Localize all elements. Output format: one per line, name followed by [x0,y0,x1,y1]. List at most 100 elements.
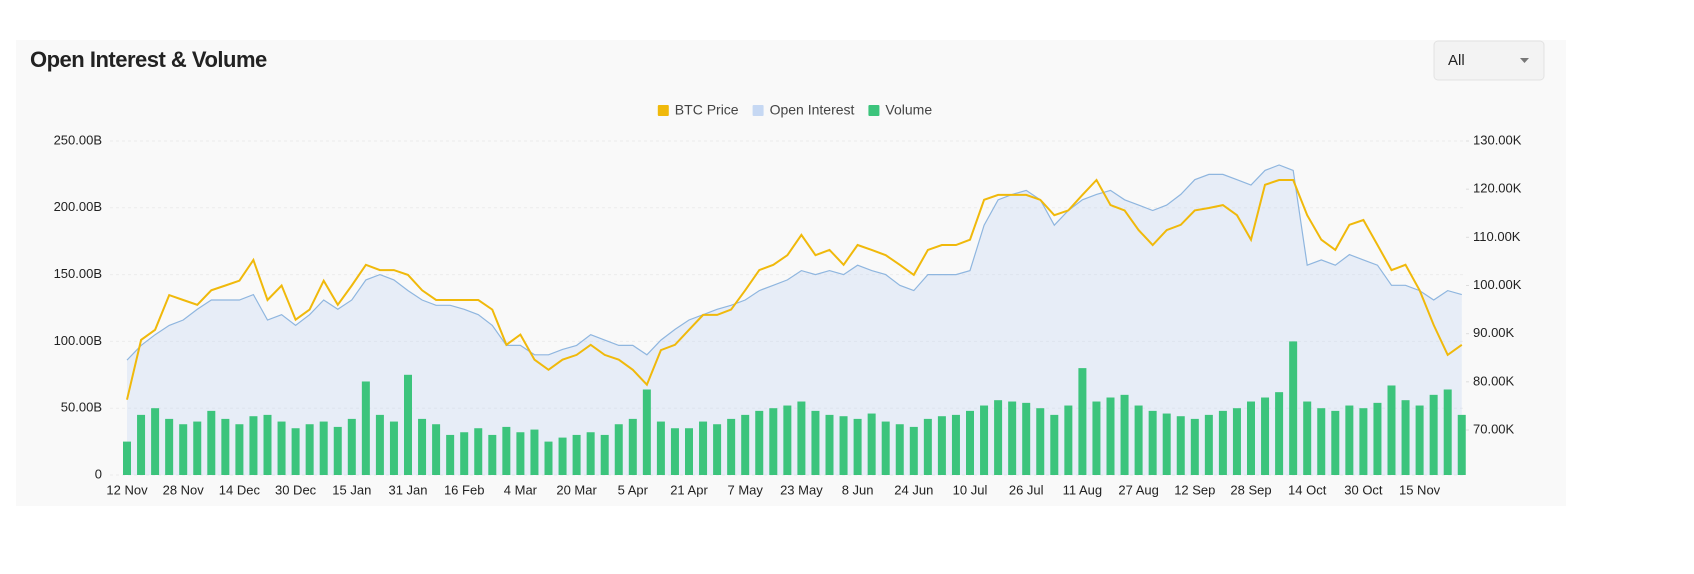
bar [1120,394,1129,475]
bar [151,408,160,475]
bar [375,414,384,475]
bar [656,421,665,475]
bar [333,426,342,475]
bar [1008,401,1017,475]
bar [1415,405,1424,475]
bar [1303,401,1312,475]
bar [1247,401,1255,475]
bar [544,441,553,475]
bar [1064,405,1073,475]
dropdown-box[interactable] [1433,40,1545,81]
x-tick-label: 16 Feb [444,482,484,497]
bar [586,432,595,475]
bar [1373,402,1382,475]
bar [207,410,216,475]
x-tick-label: 12 Sep [1174,482,1215,497]
bar [474,428,483,475]
bar [123,441,131,475]
bar [460,432,469,475]
bar [432,424,441,475]
bar [980,405,989,475]
bar [994,400,1003,475]
bar [713,424,722,475]
y-tick-label: 150.00B [54,266,102,281]
y-tick-label: 50.00B [61,400,102,415]
legend: BTC Price Open Interest Volume [657,102,932,118]
bar [881,421,890,475]
bar [895,424,904,475]
x-tick-label: 10 Jul [953,482,988,497]
bar [923,418,932,475]
bar [1022,402,1031,475]
y-tick-label: 200.00B [54,199,102,214]
bar [628,418,637,475]
bar [839,416,848,475]
y2-tick-label: 120.00K [1473,181,1522,196]
bar [1359,408,1368,475]
bar [1261,397,1270,475]
bar [193,421,202,475]
bar [446,434,455,475]
bar [1092,401,1101,475]
bar [319,421,328,475]
y2-tick-label: 100.00K [1473,277,1522,292]
legend-label: BTC Price [675,102,739,118]
bar [909,426,918,475]
bar [951,414,960,475]
bar [1345,405,1354,475]
bar [1036,408,1045,475]
bar [291,428,300,475]
legend-swatch [868,105,880,116]
legend-label: Volume [885,102,932,118]
bar [137,414,146,475]
x-tick-label: 8 Jun [842,482,874,497]
x-tick-label: 24 Jun [894,482,933,497]
bar [1218,410,1227,475]
bar [1134,405,1143,475]
bar [221,418,230,475]
area-line [126,164,1462,361]
x-tick-label: 11 Aug [1063,482,1103,497]
x-tick-label: 14 Oct [1288,482,1327,497]
bar [1078,368,1087,475]
bar [404,374,412,475]
bar [769,408,778,475]
bar [1317,408,1326,475]
dropdown-caret[interactable] [1520,58,1529,63]
bar [1190,418,1199,475]
bar [235,424,244,475]
x-tick-label: 27 Aug [1118,482,1159,497]
x-tick-label: 23 May [780,482,823,497]
bar [1148,410,1157,475]
bar [867,413,876,475]
x-tick-label: 28 Nov [163,482,205,497]
legend-item: Open Interest [752,102,855,118]
bar [165,418,174,475]
x-tick-label: 30 Oct [1344,482,1383,497]
bar [179,424,188,475]
x-tick-label: 14 Dec [219,482,261,497]
bar [1387,385,1396,475]
x-tick-label: 15 Jan [332,482,371,497]
bar [1106,397,1115,475]
bar [558,437,567,475]
x-tick-label: 7 May [727,482,763,497]
bar [1050,414,1059,475]
x-tick-label: 15 Nov [1399,482,1441,497]
bar [797,401,806,475]
bar [966,410,974,475]
legend-item: BTC Price [657,102,739,118]
bar [516,432,525,475]
dropdown-label[interactable]: All [1448,52,1465,69]
x-tick-label: 12 Nov [106,482,148,497]
x-tick-label: 28 Sep [1230,482,1271,497]
x-tick-label: 31 Jan [388,482,427,497]
bar [305,424,314,475]
range-dropdown[interactable]: All [1433,40,1545,81]
bar [783,405,792,475]
y2-tick-label: 70.00K [1473,421,1515,436]
y2-tick-label: 90.00K [1473,325,1515,340]
legend-swatch [752,105,764,116]
legend-item: Volume [868,102,932,118]
